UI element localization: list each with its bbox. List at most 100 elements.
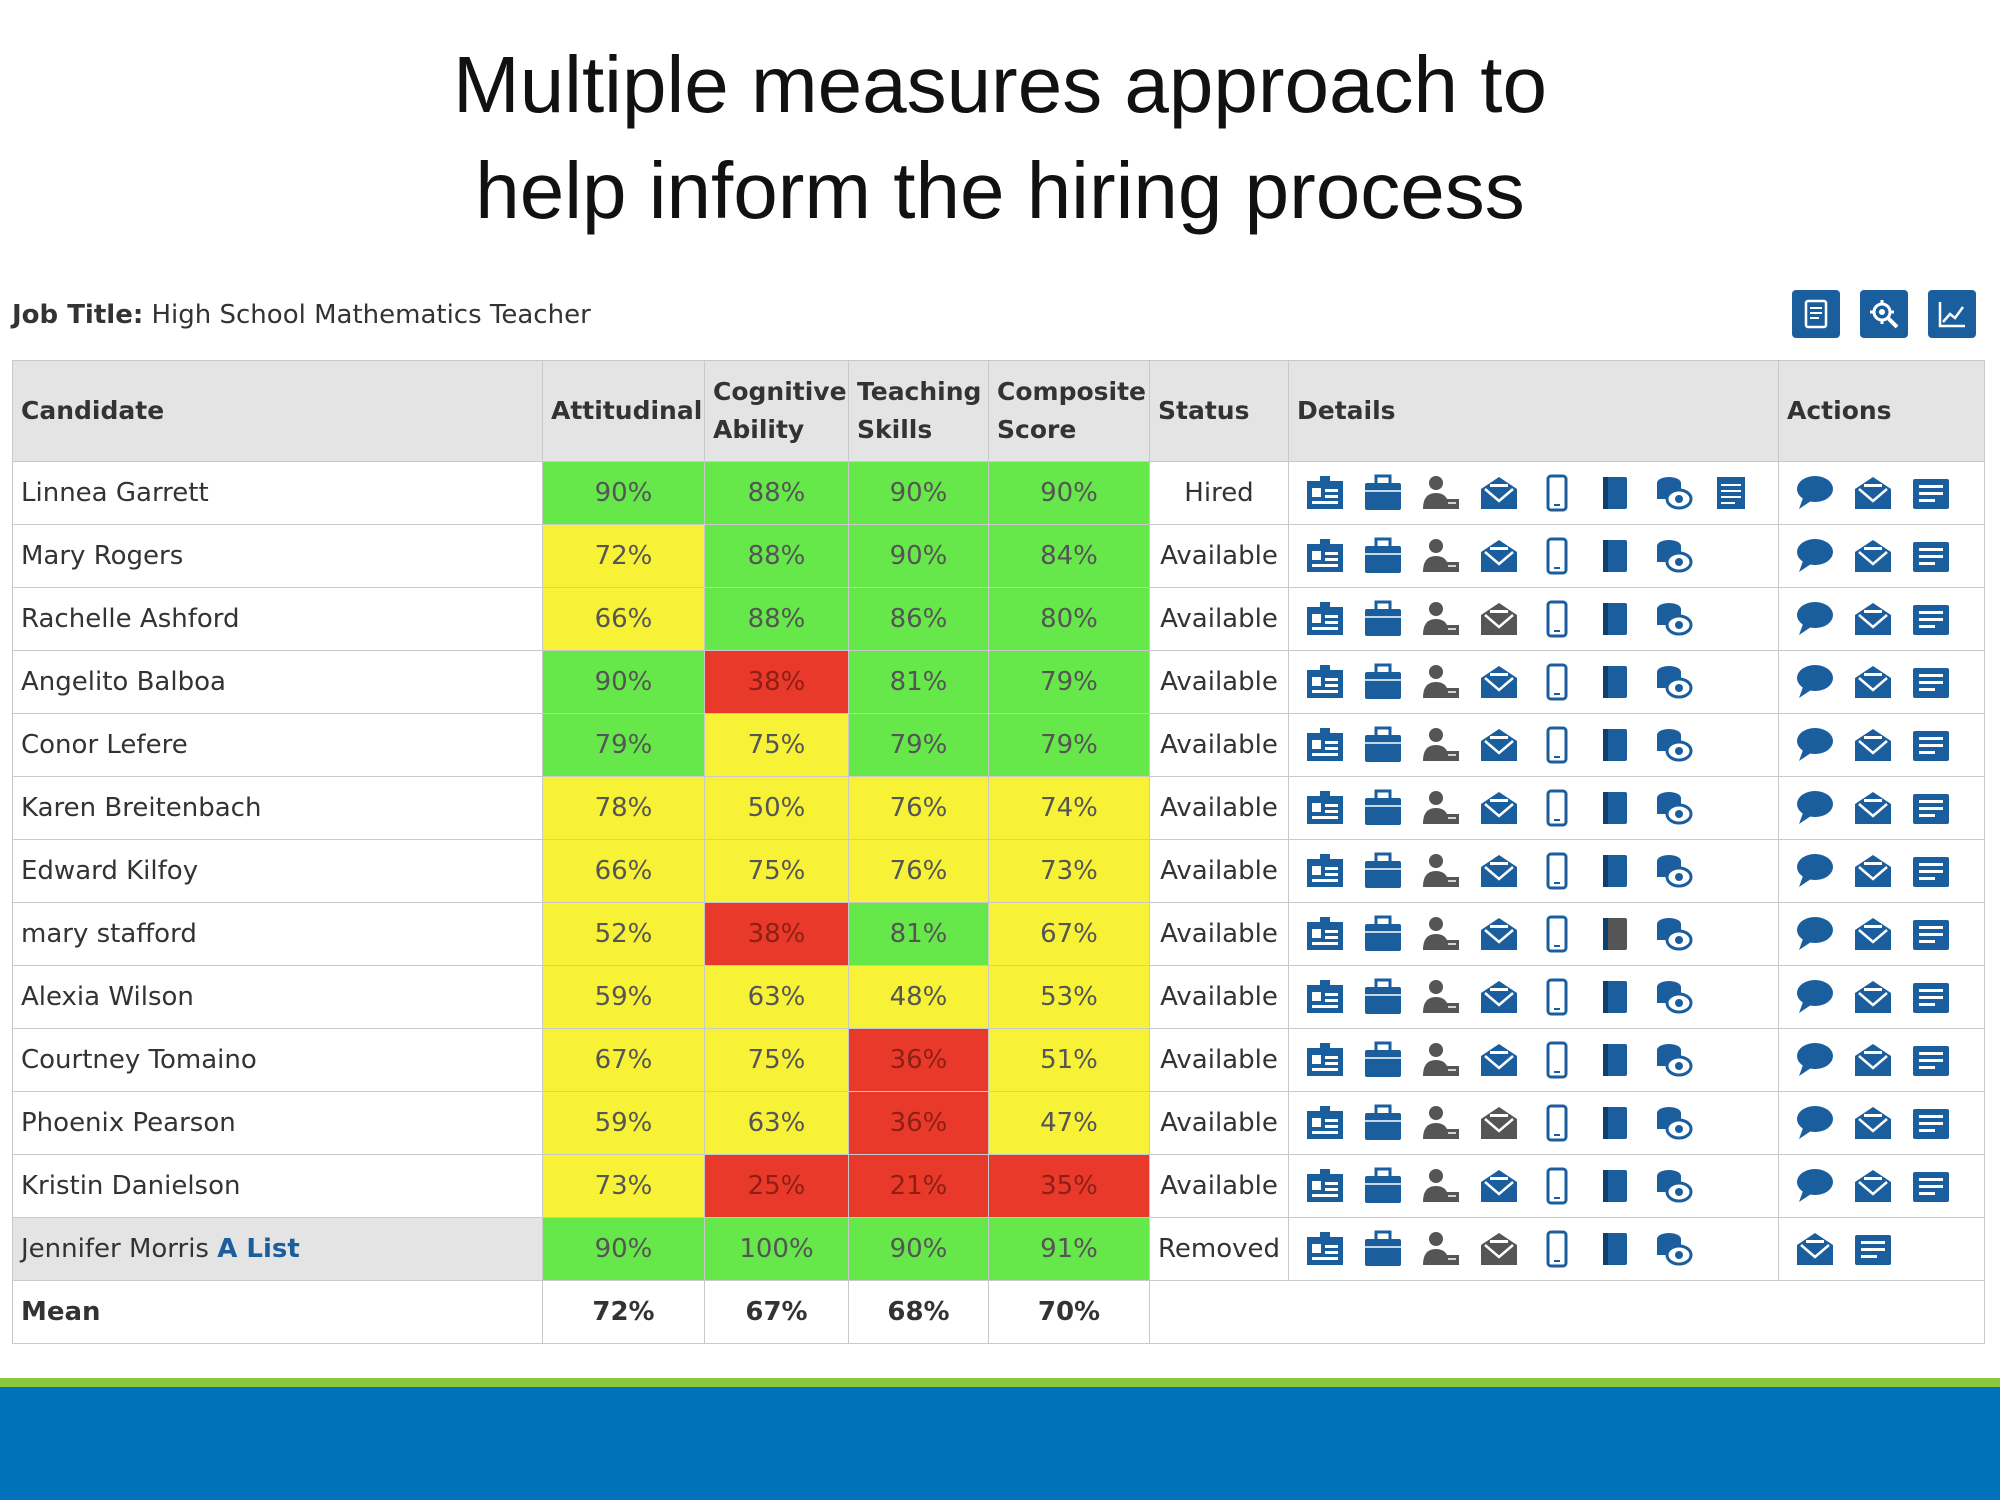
chat-icon[interactable] [1793,1101,1837,1145]
envelope-icon[interactable] [1851,1038,1895,1082]
phone-icon[interactable] [1535,849,1579,893]
table-row[interactable]: Phoenix Pearson 59% 63% 36% 47% Available [12,1091,1985,1155]
col-teaching[interactable]: Teaching Skills [848,360,989,462]
phone-icon[interactable] [1535,1164,1579,1208]
envelope-icon[interactable] [1851,471,1895,515]
table-row[interactable]: Karen Breitenbach 78% 50% 76% 74% Available [12,776,1985,840]
coins-icon[interactable] [1651,1101,1695,1145]
coins-icon[interactable] [1651,1227,1695,1271]
coins-icon[interactable] [1651,849,1695,893]
id-card-icon[interactable] [1303,597,1347,641]
table-row[interactable]: Linnea Garrett 90% 88% 90% 90% Hired [12,461,1985,525]
candidate-name-text[interactable]: Angelito Balboa [21,667,226,697]
coins-icon[interactable] [1651,660,1695,704]
briefcase-icon[interactable] [1361,660,1405,704]
candidate-name[interactable]: Jennifer Morris A List [12,1217,543,1281]
briefcase-icon[interactable] [1361,597,1405,641]
id-card-icon[interactable] [1303,849,1347,893]
briefcase-icon[interactable] [1361,1038,1405,1082]
book-icon[interactable] [1593,1164,1637,1208]
envelope-icon[interactable] [1851,786,1895,830]
phone-icon[interactable] [1535,597,1579,641]
phone-icon[interactable] [1535,1227,1579,1271]
book-icon[interactable] [1593,471,1637,515]
candidate-name-text[interactable]: Conor Lefere [21,730,188,760]
book-icon[interactable] [1593,786,1637,830]
briefcase-icon[interactable] [1361,786,1405,830]
candidate-name[interactable]: Phoenix Pearson [12,1091,543,1155]
candidate-name-text[interactable]: Phoenix Pearson [21,1108,236,1138]
col-status[interactable]: Status [1149,360,1289,462]
user-icon[interactable] [1419,849,1463,893]
search-settings-icon[interactable] [1860,290,1908,338]
chat-icon[interactable] [1793,975,1837,1019]
phone-icon[interactable] [1535,660,1579,704]
id-card-icon[interactable] [1303,471,1347,515]
book-icon[interactable] [1593,912,1637,956]
table-row[interactable]: Kristin Danielson 73% 25% 21% 35% Available [12,1154,1985,1218]
coins-icon[interactable] [1651,534,1695,578]
chat-icon[interactable] [1793,1164,1837,1208]
user-icon[interactable] [1419,975,1463,1019]
table-row[interactable]: Conor Lefere 79% 75% 79% 79% Available [12,713,1985,777]
candidate-name[interactable]: Edward Kilfoy [12,839,543,903]
envelope-icon[interactable] [1477,786,1521,830]
table-row[interactable]: Rachelle Ashford 66% 88% 86% 80% Available [12,587,1985,651]
id-card-icon[interactable] [1303,723,1347,767]
card-icon[interactable] [1909,975,1953,1019]
notes-icon[interactable] [1709,471,1753,515]
user-icon[interactable] [1419,1038,1463,1082]
briefcase-icon[interactable] [1361,1164,1405,1208]
envelope-icon[interactable] [1851,912,1895,956]
book-icon[interactable] [1593,975,1637,1019]
phone-icon[interactable] [1535,471,1579,515]
envelope-icon[interactable] [1477,723,1521,767]
envelope-icon[interactable] [1477,912,1521,956]
coins-icon[interactable] [1651,1038,1695,1082]
envelope-icon[interactable] [1851,534,1895,578]
envelope-icon[interactable] [1851,975,1895,1019]
candidate-name[interactable]: Mary Rogers [12,524,543,588]
user-icon[interactable] [1419,534,1463,578]
card-icon[interactable] [1909,597,1953,641]
user-icon[interactable] [1419,1164,1463,1208]
candidate-name-text[interactable]: Kristin Danielson [21,1171,241,1201]
candidate-name[interactable]: Courtney Tomaino [12,1028,543,1092]
card-icon[interactable] [1909,723,1953,767]
id-card-icon[interactable] [1303,534,1347,578]
coins-icon[interactable] [1651,975,1695,1019]
briefcase-icon[interactable] [1361,849,1405,893]
book-icon[interactable] [1593,660,1637,704]
table-row[interactable]: Jennifer Morris A List 90% 100% 90% 91% Remov… [12,1217,1985,1281]
id-card-icon[interactable] [1303,1227,1347,1271]
candidate-name-text[interactable]: Courtney Tomaino [21,1045,257,1075]
card-icon[interactable] [1909,1164,1953,1208]
briefcase-icon[interactable] [1361,1227,1405,1271]
table-row[interactable]: Courtney Tomaino 67% 75% 36% 51% Available [12,1028,1985,1092]
candidate-name[interactable]: Conor Lefere [12,713,543,777]
id-card-icon[interactable] [1303,1038,1347,1082]
chat-icon[interactable] [1793,471,1837,515]
coins-icon[interactable] [1651,912,1695,956]
phone-icon[interactable] [1535,975,1579,1019]
phone-icon[interactable] [1535,1101,1579,1145]
id-card-icon[interactable] [1303,912,1347,956]
chat-icon[interactable] [1793,597,1837,641]
phone-icon[interactable] [1535,723,1579,767]
card-icon[interactable] [1909,1038,1953,1082]
card-icon[interactable] [1909,912,1953,956]
user-icon[interactable] [1419,786,1463,830]
user-icon[interactable] [1419,1227,1463,1271]
candidate-name[interactable]: Linnea Garrett [12,461,543,525]
briefcase-icon[interactable] [1361,534,1405,578]
candidate-name-text[interactable]: Mary Rogers [21,541,184,571]
book-icon[interactable] [1593,723,1637,767]
user-icon[interactable] [1419,1101,1463,1145]
candidate-name-text[interactable]: Edward Kilfoy [21,856,199,886]
envelope-icon[interactable] [1851,1164,1895,1208]
coins-icon[interactable] [1651,1164,1695,1208]
table-row[interactable]: Alexia Wilson 59% 63% 48% 53% Available [12,965,1985,1029]
briefcase-icon[interactable] [1361,975,1405,1019]
card-icon[interactable] [1909,471,1953,515]
col-attitudinal[interactable]: Attitudinal [542,360,705,462]
